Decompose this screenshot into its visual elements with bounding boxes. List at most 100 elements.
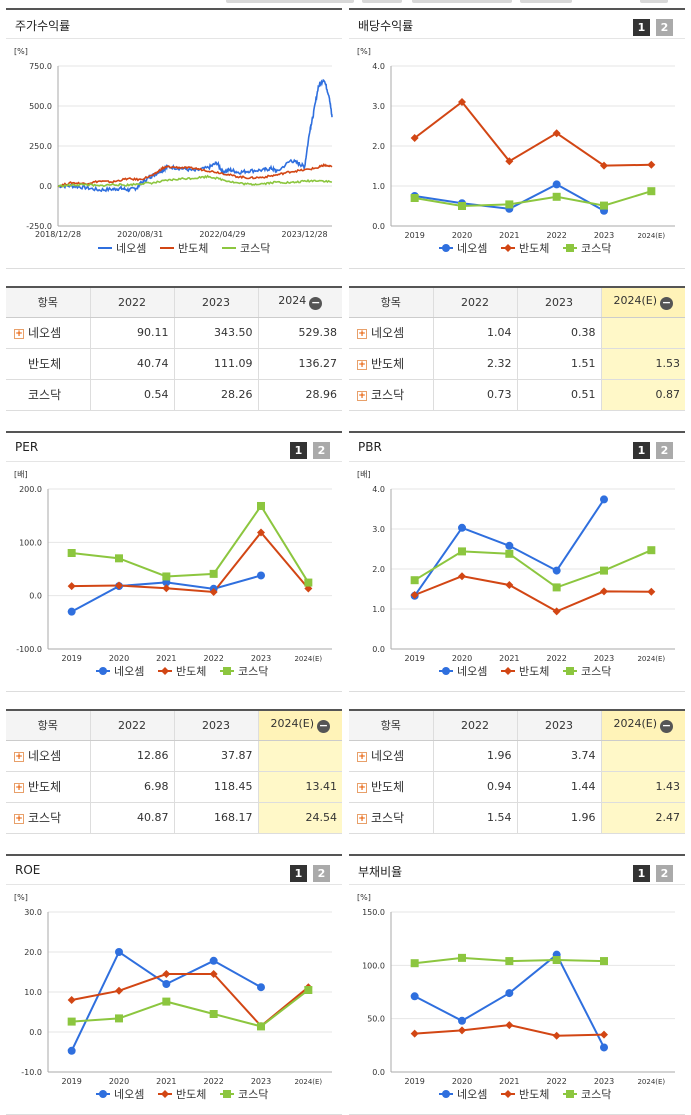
- tab-1[interactable]: 1: [633, 442, 650, 459]
- legend-label: 코스닥: [238, 665, 268, 678]
- stock-return-panel: 주가수익률 [%] 750.0 500.0 250.0 0.0 -250.0 2018/12…: [6, 8, 342, 269]
- data-point: [647, 587, 656, 596]
- row-name-cell[interactable]: + 네오셈: [349, 740, 434, 772]
- row-name-cell[interactable]: + 코스닥: [6, 802, 91, 834]
- data-point: [552, 129, 561, 138]
- unit-label: [%]: [357, 893, 371, 902]
- value-cell: 0.51: [517, 379, 602, 411]
- debt-ratio-panel: 부채비율 1 2 [%] 150.0 100.0 50.0 0.0 2019 2020 2021 2…: [349, 854, 685, 1115]
- data-point: [67, 582, 76, 591]
- value-cell: 343.50: [174, 317, 259, 349]
- value-cell: 1.43: [601, 771, 685, 803]
- legend-label: 코스닥: [238, 1088, 268, 1101]
- data-point: [257, 1022, 265, 1031]
- tab-2[interactable]: 2: [313, 442, 330, 459]
- row-name-cell[interactable]: + 네오셈: [6, 740, 91, 772]
- x-tick-label: 2020: [109, 1077, 129, 1086]
- tab-2[interactable]: 2: [656, 865, 673, 882]
- column-header-label: 항목: [380, 719, 401, 733]
- legend-label: 코스닥: [581, 1088, 611, 1101]
- legend-label: 코스닥: [581, 665, 611, 678]
- expand-plus-icon[interactable]: +: [14, 329, 24, 339]
- row-name: 반도체: [28, 357, 62, 371]
- row-name-cell[interactable]: + 반도체: [349, 348, 434, 380]
- expand-plus-icon[interactable]: +: [357, 391, 367, 401]
- table-row: + 코스닥 1.54 1.96 2.47: [349, 802, 685, 834]
- y-tick-label: 0.0: [39, 182, 52, 191]
- value-cell: 1.96: [517, 802, 602, 834]
- y-tick-label: 20.0: [24, 948, 42, 957]
- tab-1[interactable]: 1: [290, 865, 307, 882]
- value-cell: 1.53: [601, 348, 685, 380]
- data-point: [223, 667, 231, 675]
- value-cell: 6.98: [90, 771, 175, 803]
- x-tick-label: 2019: [404, 231, 424, 240]
- y-tick-label: 100.0: [362, 961, 385, 970]
- tab-1[interactable]: 1: [633, 19, 650, 36]
- value-cell: 28.26: [174, 379, 259, 411]
- column-header: 2023: [517, 287, 602, 318]
- row-name-cell: 반도체: [6, 348, 91, 380]
- tab-2[interactable]: 2: [656, 442, 673, 459]
- series-line-0: [414, 953, 605, 1048]
- collapse-icon[interactable]: −: [317, 719, 331, 734]
- expand-plus-icon[interactable]: +: [357, 814, 367, 824]
- row-name-cell[interactable]: + 반도체: [6, 771, 91, 803]
- row-name-cell[interactable]: + 코스닥: [349, 802, 434, 834]
- data-point: [600, 587, 608, 596]
- x-tick-label: 2022: [203, 654, 223, 663]
- data-point: [505, 989, 514, 998]
- expand-plus-icon[interactable]: +: [357, 360, 367, 370]
- legend-label: 반도체: [519, 1088, 549, 1101]
- expand-plus-icon[interactable]: +: [14, 814, 24, 824]
- column-header: 2024(E) −: [601, 287, 685, 318]
- table-row: + 코스닥 40.87 168.17 24.54: [6, 802, 342, 834]
- column-header-label: 2023: [545, 295, 573, 309]
- data-point: [458, 98, 466, 106]
- tab-1[interactable]: 1: [633, 865, 650, 882]
- value-cell: 111.09: [174, 348, 259, 380]
- data-point: [552, 583, 561, 592]
- tab-1[interactable]: 1: [290, 442, 307, 459]
- table-row: + 코스닥 0.73 0.51 0.87: [349, 379, 685, 411]
- row-name-cell[interactable]: + 네오셈: [6, 317, 91, 349]
- row-name-cell[interactable]: + 코스닥: [349, 379, 434, 411]
- table-row: + 반도체 2.32 1.51 1.53: [349, 348, 685, 380]
- x-tick-label: 2024(E): [294, 1078, 322, 1086]
- expand-plus-icon[interactable]: +: [14, 752, 24, 762]
- collapse-icon[interactable]: −: [660, 296, 674, 311]
- tab-2[interactable]: 2: [313, 865, 330, 882]
- data-point: [162, 997, 171, 1006]
- value-cell: 13.41: [258, 771, 342, 803]
- x-tick-label: 2020: [109, 654, 129, 663]
- expand-plus-icon[interactable]: +: [357, 752, 367, 762]
- collapse-icon[interactable]: −: [660, 719, 674, 734]
- column-header: 2022: [433, 710, 518, 741]
- table-row: + 네오셈 90.11 343.50 529.38: [6, 317, 342, 349]
- column-header: 2024(E) −: [258, 710, 342, 741]
- legend-label: 네오셈: [457, 1088, 487, 1101]
- unit-label: [%]: [357, 47, 371, 56]
- series-line-2: [414, 190, 652, 208]
- x-tick-label: 2019: [404, 1077, 424, 1086]
- y-tick-label: 3.0: [372, 102, 385, 111]
- value-cell: 1.54: [433, 802, 518, 834]
- expand-plus-icon[interactable]: +: [357, 783, 367, 793]
- series-line-1: [71, 530, 310, 593]
- unit-label: [%]: [14, 47, 28, 56]
- value-cell: 90.11: [90, 317, 175, 349]
- row-name-cell[interactable]: + 반도체: [349, 771, 434, 803]
- table-row: + 네오셈 12.86 37.87: [6, 740, 342, 772]
- data-point: [257, 571, 265, 580]
- tab-2[interactable]: 2: [656, 19, 673, 36]
- table-row: + 반도체 0.94 1.44 1.43: [349, 771, 685, 803]
- series-line-2: [414, 549, 652, 589]
- expand-plus-icon[interactable]: +: [14, 783, 24, 793]
- row-name-cell[interactable]: + 네오셈: [349, 317, 434, 349]
- expand-plus-icon[interactable]: +: [357, 329, 367, 339]
- collapse-icon[interactable]: −: [309, 296, 323, 311]
- data-point: [505, 549, 514, 558]
